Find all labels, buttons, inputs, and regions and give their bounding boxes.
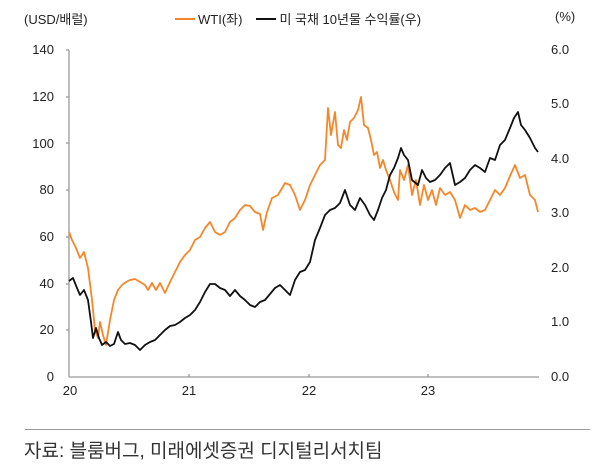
y-right-tick: 2.0 [551,260,570,275]
x-tick: 20 [62,383,78,398]
y-left-tick: 20 [39,322,54,337]
x-tick: 22 [301,383,317,398]
y-left-tick: 60 [39,229,54,244]
y-right-tick: 4.0 [551,151,570,166]
legend: WTI(좌) 미 국채 10년물 수익률(우) [175,9,435,28]
legend-label-wti: WTI(좌) [198,12,243,27]
y-left-tick: 120 [32,89,54,104]
y-right-tick: 3.0 [551,205,570,220]
y-left-tick: 100 [32,136,54,151]
y-left-tick: 140 [32,42,54,57]
footer-divider [25,429,590,430]
y-right-tick: 1.0 [551,314,570,329]
x-tick: 23 [420,383,436,398]
legend-label-ust: 미 국채 10년물 수익률(우) [279,12,422,27]
wti-line [68,96,539,346]
source-note: 자료: 블룸버그, 미래에셋증권 디지털리서치팀 [24,441,383,462]
wti-swatch-icon [175,17,195,20]
y-right-tick: 6.0 [551,42,570,57]
x-tick: 21 [181,383,197,398]
y-left-tick: 0 [46,369,54,384]
ust-swatch-icon [256,17,277,20]
y-right-tick: 0.0 [551,369,570,384]
y-right-tick: 5.0 [551,96,570,111]
y-left-tick: 80 [39,182,54,197]
legend-item-ust: 미 국채 10년물 수익률(우) [256,9,421,28]
ust-10y-yield-line [68,111,539,351]
right-axis-unit: (%) [555,9,576,24]
axes [66,49,539,378]
left-axis-unit: (USD/배럴) [24,12,88,27]
y-left-tick: 40 [39,276,54,291]
legend-item-wti: WTI(좌) [175,9,242,28]
